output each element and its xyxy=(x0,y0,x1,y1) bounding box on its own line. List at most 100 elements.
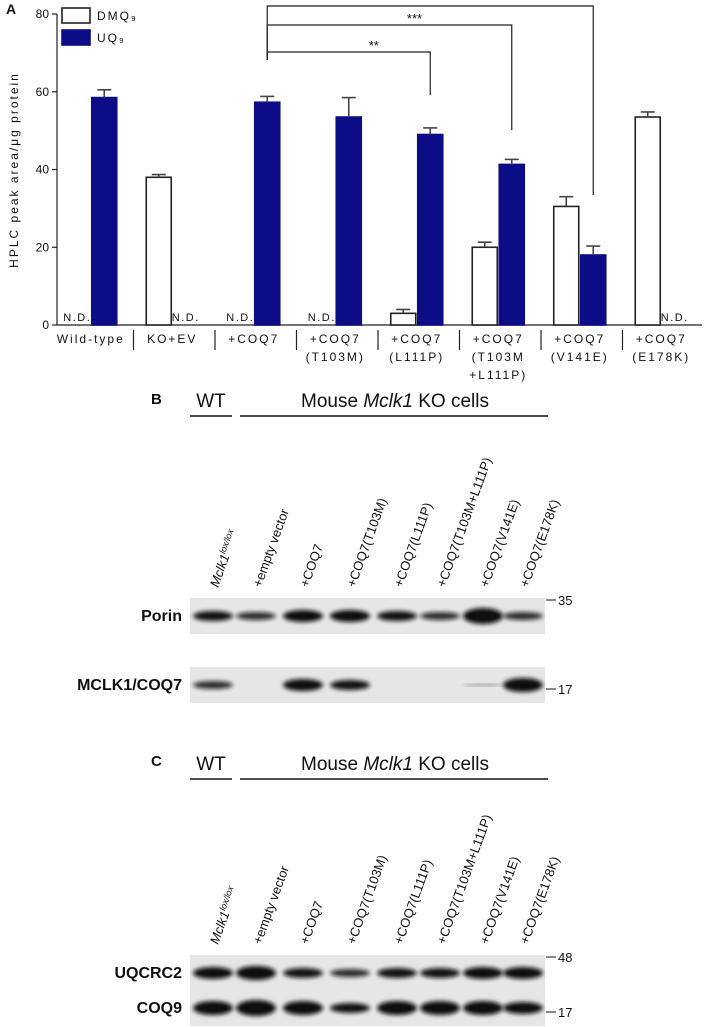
ko-label-part: KO cells xyxy=(413,754,489,775)
panel-label: C xyxy=(151,753,162,770)
x-tick-label-line: (L111P) xyxy=(389,350,444,364)
blot-band xyxy=(283,1001,323,1015)
ko-label-part: Mclk1 xyxy=(363,754,413,775)
blot-band xyxy=(193,1001,233,1015)
blot-band xyxy=(503,678,543,692)
x-tick-label-line: (T103M) xyxy=(306,350,365,364)
legend-label: UQ₉ xyxy=(97,31,126,45)
x-tick-label: +COQ7 (T103M) xyxy=(306,332,365,364)
legend-label: DMQ₉ xyxy=(97,9,138,23)
error-bar xyxy=(640,111,655,118)
significance-label: *** xyxy=(448,0,463,7)
x-tick-label: +COQ7 (T103M +L111P) xyxy=(469,332,527,382)
bar xyxy=(335,116,363,326)
bar xyxy=(552,205,580,326)
value-label: N.D. xyxy=(172,312,200,324)
blot-band xyxy=(193,611,233,621)
value-label: N.D. xyxy=(226,312,254,324)
bar xyxy=(416,133,444,326)
x-tick-label-line: (E178K) xyxy=(632,350,690,364)
blot-band xyxy=(330,610,370,622)
error-bar xyxy=(586,245,601,256)
x-tick-label: Wild-type xyxy=(57,332,125,346)
blot-band xyxy=(283,968,323,978)
blot-band xyxy=(330,680,370,690)
legend-swatch xyxy=(61,29,91,46)
y-tick-label: 20 xyxy=(36,240,50,254)
row-label: MCLK1/COQ7 xyxy=(77,677,182,694)
value-label: N.D. xyxy=(63,312,91,324)
blot-band xyxy=(330,969,370,977)
chart: 0 20 40 60 80 HPLC peak area/μg protein Wild-t… xyxy=(7,0,702,382)
bar xyxy=(145,176,173,326)
ko-label: Mouse Mclk1 KO cells xyxy=(301,754,489,775)
blot-band xyxy=(503,612,543,620)
panel-label: B xyxy=(151,391,162,408)
blot-band xyxy=(236,1000,276,1016)
row-label: COQ9 xyxy=(137,1000,182,1017)
error-bar xyxy=(97,89,112,98)
blot-band xyxy=(463,1001,503,1015)
y-tick-label: 40 xyxy=(36,163,50,177)
blot-band xyxy=(420,968,460,978)
error-bar xyxy=(260,95,275,103)
x-tick-label: +COQ7 (E178K) xyxy=(632,332,690,364)
blot-band xyxy=(283,610,323,622)
x-tick-label-line: Wild-type xyxy=(57,332,125,346)
error-bar xyxy=(151,173,166,178)
x-tick-label-line: +COQ7 xyxy=(310,332,361,346)
bar xyxy=(90,96,118,326)
bar xyxy=(634,116,662,326)
marker-label: 17 xyxy=(558,1005,572,1020)
x-tick-label: +COQ7 xyxy=(228,332,279,346)
bar xyxy=(389,312,417,326)
marker-label: 35 xyxy=(558,593,572,608)
blot-band xyxy=(330,1003,370,1013)
significance-label: ** xyxy=(369,38,379,53)
ko-label-part: KO cells xyxy=(413,391,489,412)
blot-band xyxy=(463,967,503,979)
significance-bracket xyxy=(266,5,594,195)
blot-band xyxy=(420,612,460,620)
wt-label: WT xyxy=(196,391,226,412)
blot-band xyxy=(503,967,543,979)
blot-band xyxy=(420,1001,460,1015)
blot-band xyxy=(377,611,417,621)
ko-label-part: Mouse xyxy=(301,391,363,412)
row-label: Porin xyxy=(141,608,182,625)
wt-label: WT xyxy=(196,754,226,775)
error-bar xyxy=(423,127,438,135)
blot-band xyxy=(503,1002,543,1014)
x-tick-label-line: (V141E) xyxy=(551,350,609,364)
bar xyxy=(253,101,281,326)
ko-label: Mouse Mclk1 KO cells xyxy=(301,391,489,412)
bar xyxy=(471,246,499,326)
marker-label: 48 xyxy=(558,950,572,965)
x-tick-label: +COQ7 (L111P) xyxy=(389,332,444,364)
x-tick-label-line: +COQ7 xyxy=(473,332,524,346)
error-bar xyxy=(396,308,411,314)
x-tick-label-line: +COQ7 xyxy=(228,332,279,346)
blot-band xyxy=(463,684,503,686)
x-tick-label-line: (T103M xyxy=(472,350,525,364)
panel-label: A xyxy=(6,1,16,17)
y-tick-label: 80 xyxy=(36,7,50,21)
y-axis-label: HPLC peak area/μg protein xyxy=(7,72,21,268)
value-label: N.D. xyxy=(308,312,336,324)
ko-label-part: Mouse xyxy=(301,754,363,775)
y-tick-label: 0 xyxy=(42,318,49,332)
blot-band xyxy=(377,968,417,978)
marker-label: 17 xyxy=(558,682,572,697)
x-tick-label: KO+EV xyxy=(147,332,197,346)
blot-band xyxy=(236,612,276,620)
error-bar xyxy=(559,195,574,207)
bar xyxy=(579,254,607,326)
error-bar xyxy=(341,96,356,118)
blot-band xyxy=(236,966,276,980)
error-bar xyxy=(504,158,519,165)
y-tick-label: 60 xyxy=(36,85,50,99)
blot-band xyxy=(193,681,233,689)
blot-band xyxy=(193,967,233,979)
